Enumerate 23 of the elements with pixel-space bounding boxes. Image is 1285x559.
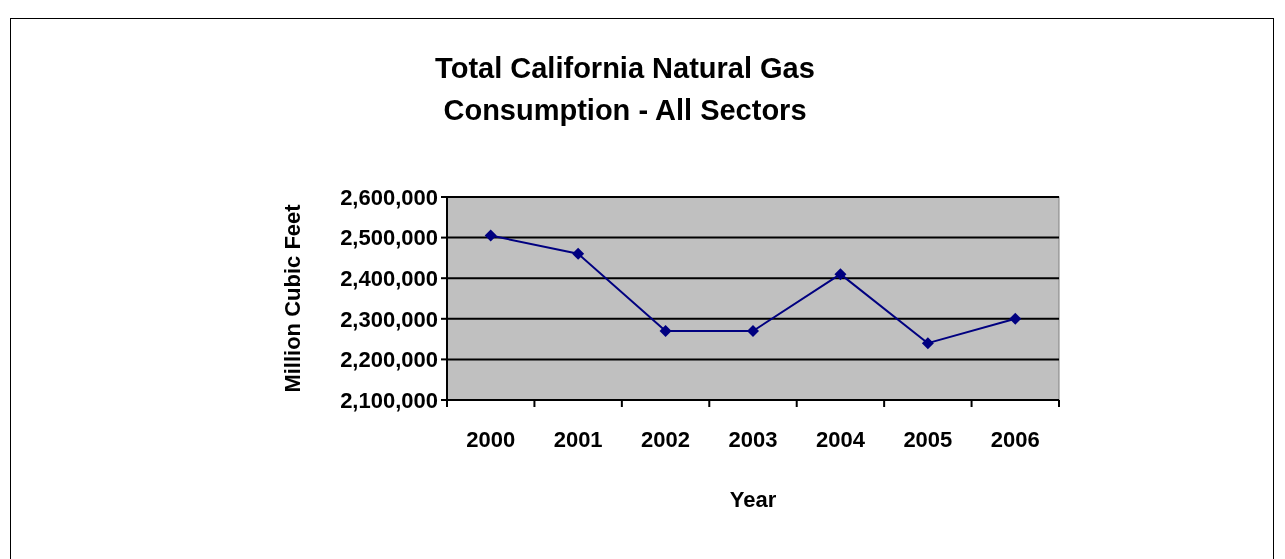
point [572, 247, 585, 260]
x-tick-label: 2006 [990, 427, 1040, 452]
y-tick-label: 2,200,000 [340, 347, 438, 373]
point [659, 324, 672, 337]
x-tick-label: 2002 [641, 427, 691, 452]
y-tick-label: 2,100,000 [340, 387, 438, 413]
y-tick-label: 2,500,000 [340, 225, 438, 251]
point [834, 268, 847, 281]
x-tick-label: 2000 [466, 427, 516, 452]
x-axis-title: Year [729, 487, 777, 512]
point [484, 229, 497, 242]
y-tick-label: 2,600,000 [340, 184, 438, 210]
point [1009, 312, 1022, 325]
chart-title: Total California Natural Gas Consumption - All Sectors [435, 52, 815, 126]
x-tick-label: 2001 [553, 427, 603, 452]
y-axis-title: Million Cubic Feet [280, 203, 305, 393]
y-tick-label: 2,400,000 [340, 265, 438, 291]
x-tick-label: 2003 [728, 427, 778, 452]
point [921, 337, 934, 350]
x-tick-label: 2004 [815, 427, 866, 452]
y-tick-label: 2,300,000 [340, 306, 438, 332]
x-tick-label: 2005 [903, 427, 953, 452]
point [747, 324, 759, 337]
